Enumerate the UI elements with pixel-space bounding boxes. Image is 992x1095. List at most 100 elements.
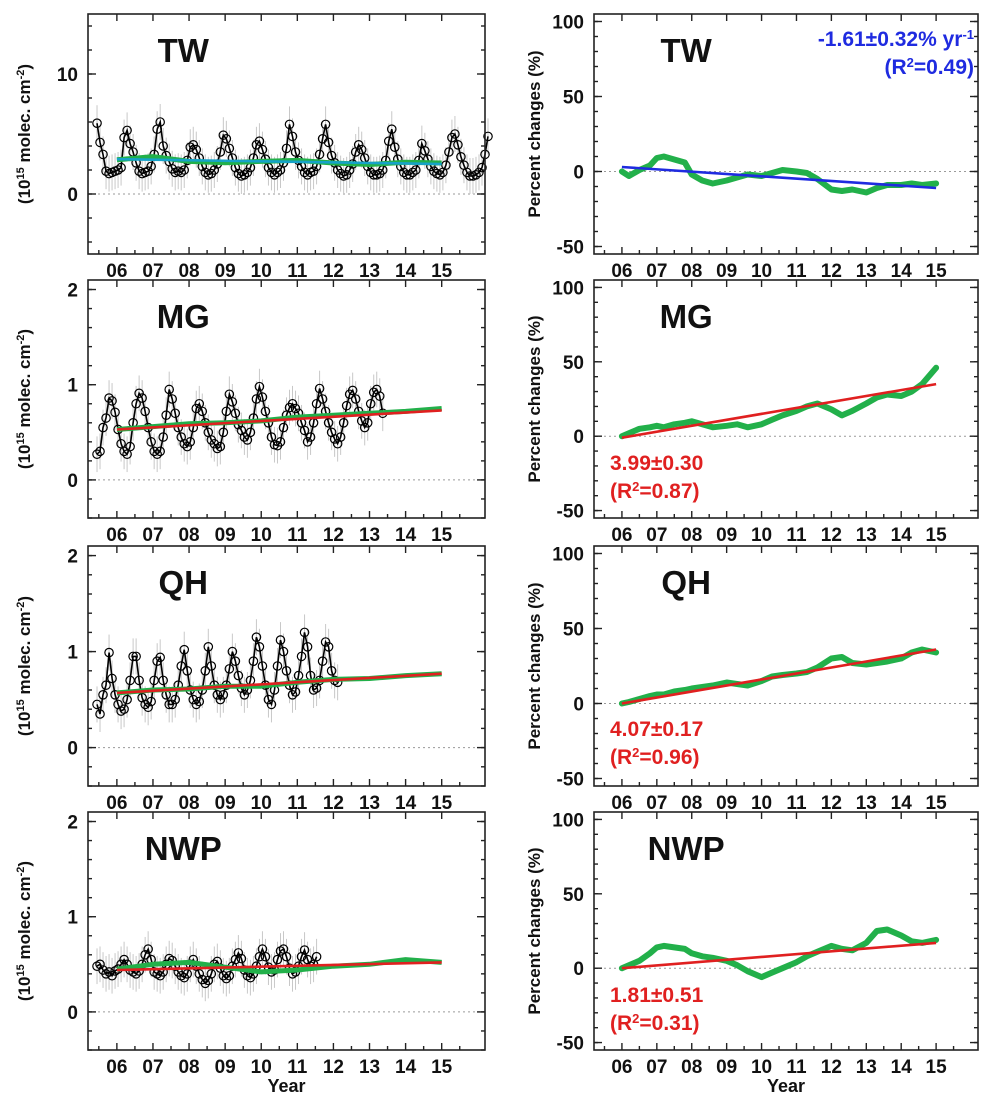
mg-column-monthly-point xyxy=(140,406,150,417)
nwp-column-xtick-label: 11 xyxy=(287,1057,308,1078)
mg-column-monthly-point xyxy=(314,383,325,394)
tw-column-monthly-point xyxy=(242,167,253,178)
qh-column-monthly-point xyxy=(287,689,298,700)
tw-percent-ytick-label: 0 xyxy=(573,163,584,184)
nwp-column-ytick-label: 0 xyxy=(67,1003,78,1024)
tw-column-monthly-point xyxy=(257,144,268,155)
qh-column-monthly-point xyxy=(92,699,102,710)
qh-percent-xtick-label: 12 xyxy=(821,793,842,814)
mg-column-monthly-point xyxy=(317,394,328,404)
mg-percent-xtick-label: 12 xyxy=(821,525,842,546)
qh-percent-title: QH xyxy=(661,564,711,601)
panel-tw-percent: 06 07 08 09 10 11 12 13 14 15 -50 0 50 100 TW Percent c… xyxy=(525,13,979,282)
mg-column-monthly-point xyxy=(278,422,289,433)
nwp-percent-trend-line xyxy=(621,941,937,970)
nwp-column-xtick-label: 09 xyxy=(215,1057,236,1078)
tw-column-monthly-point xyxy=(420,146,430,156)
nwp-percent-ytick-label: 0 xyxy=(573,959,584,980)
mg-percent-r2-annotation: (R2=0.87) xyxy=(610,479,700,504)
qh-column-monthly-point xyxy=(317,656,328,666)
tw-column-monthly-point xyxy=(224,143,235,154)
qh-column-monthly-point xyxy=(296,651,307,662)
panel-qh-percent: 06 07 08 09 10 11 12 13 14 15 -50 0 50 100 QH Percent c… xyxy=(525,545,979,814)
mg-column-monthly-point xyxy=(95,446,105,457)
tw-column-ytick-label: 10 xyxy=(57,65,78,86)
tw-column-monthly-point xyxy=(209,165,220,175)
qh-column-monthly-point xyxy=(167,699,178,710)
mg-column-monthly-point xyxy=(218,427,229,438)
nwp-column-xtick-label: 14 xyxy=(395,1057,417,1078)
nwp-column-monthly-point xyxy=(143,944,153,954)
tw-column-monthly-point xyxy=(143,166,153,176)
nwp-column-ylabel: (1015 molec. cm-2) xyxy=(15,861,34,1001)
nwp-column-deseasonalized-line xyxy=(116,957,442,975)
mg-percent-percent-change-line xyxy=(618,364,940,440)
mg-column-monthly-point xyxy=(329,434,340,444)
qh-percent-xtick-label: 11 xyxy=(786,793,807,814)
nwp-percent-xtick-label: 12 xyxy=(821,1057,842,1078)
nwp-percent-trend-annotation: 1.81±0.51 xyxy=(610,984,704,1007)
mg-column-xtick-label: 13 xyxy=(359,525,380,546)
tw-percent-ytick-label: 100 xyxy=(552,13,584,34)
tw-column-monthly-point xyxy=(408,167,418,178)
tw-percent-plot-frame xyxy=(593,13,979,255)
qh-column-ytick-label: 1 xyxy=(67,643,78,664)
qh-column-monthly-point xyxy=(230,656,241,666)
tw-percent-xtick-label: 07 xyxy=(646,261,667,282)
qh-percent-ytick-label: 50 xyxy=(563,620,584,641)
tw-column-monthly-point xyxy=(450,129,460,139)
mg-column-title: MG xyxy=(157,298,210,335)
qh-column-monthly-point xyxy=(218,689,229,700)
tw-column-monthly-point xyxy=(444,147,454,157)
mg-column-monthly-point xyxy=(155,446,165,457)
tw-column-monthly-point xyxy=(113,165,123,175)
mg-column-xtick-label: 14 xyxy=(395,525,417,546)
qh-column-monthly-point xyxy=(251,632,262,642)
tw-column-monthly-point xyxy=(477,162,487,173)
nwp-percent-xtick-label: 15 xyxy=(926,1057,948,1078)
nwp-percent-xtick-label: 11 xyxy=(786,1057,807,1078)
mg-column-monthly-point xyxy=(149,446,159,457)
nwp-column-monthly-point xyxy=(101,969,111,979)
tw-column-monthly-point xyxy=(155,117,165,127)
qh-column-monthly-point xyxy=(191,699,202,710)
qh-column-monthly-point xyxy=(248,656,259,666)
tw-column-monthly-point xyxy=(299,167,310,178)
tw-column-monthly-point xyxy=(405,170,415,180)
qh-column-monthly-point xyxy=(119,704,129,714)
qh-column-monthly-point xyxy=(179,644,190,655)
qh-column-monthly-point xyxy=(239,689,250,700)
nwp-column-monthly-point xyxy=(272,954,283,965)
qh-percent-xtick-label: 13 xyxy=(856,793,877,814)
qh-percent-xtick-label: 14 xyxy=(891,793,913,814)
panel-tw-column: 06 07 08 09 10 11 12 13 14 15 0 10 TW (1015 molec. cm… xyxy=(15,13,493,282)
tw-column-monthly-point xyxy=(365,167,376,178)
qh-column-monthly-point xyxy=(224,664,235,674)
mg-column-monthly-point xyxy=(104,393,114,403)
tw-column-monthly-point xyxy=(389,142,400,152)
qh-column-xtick-label: 12 xyxy=(323,793,344,814)
tw-column-monthly-point xyxy=(221,134,232,144)
mg-percent-xtick-label: 06 xyxy=(611,525,632,546)
tw-column-xtick-label: 08 xyxy=(178,261,199,282)
mg-column-monthly-point xyxy=(347,385,358,396)
qh-column-monthly-point xyxy=(302,641,313,652)
tw-column-ytick-label: 0 xyxy=(67,185,78,206)
mg-column-monthly-point xyxy=(251,394,262,404)
tw-column-monthly-point xyxy=(402,170,412,180)
mg-percent-ytick-label: 100 xyxy=(552,278,584,299)
tw-column-monthly-point xyxy=(215,147,226,157)
mg-column-monthly-point xyxy=(227,397,238,407)
mg-column-monthly-point xyxy=(299,425,310,436)
qh-percent-xtick-label: 06 xyxy=(611,793,632,814)
tw-column-monthly-point xyxy=(101,166,111,176)
mg-column-xtick-label: 11 xyxy=(287,525,308,546)
mg-column-monthly-point xyxy=(254,381,265,392)
mg-column-monthly-point xyxy=(92,449,102,460)
tw-column-monthly-point xyxy=(200,167,211,178)
nwp-column-monthly-point xyxy=(224,970,235,981)
tw-column-monthly-point xyxy=(465,171,475,181)
